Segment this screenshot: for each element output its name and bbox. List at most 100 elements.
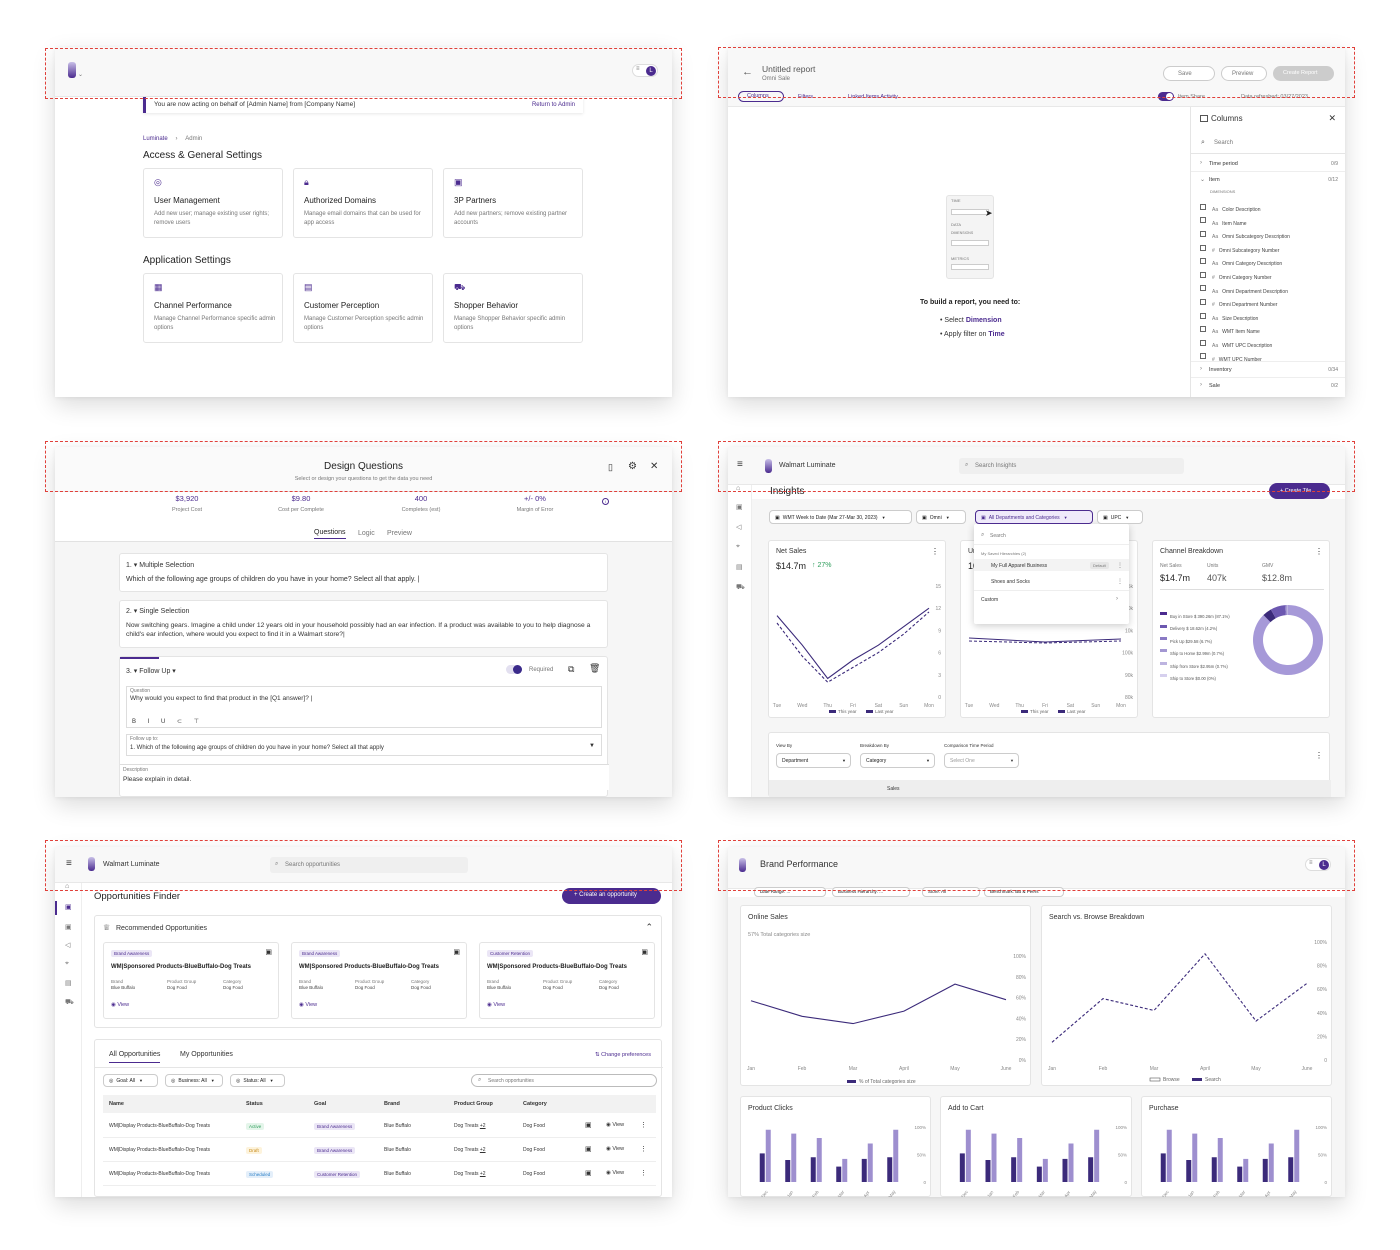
more-count-link[interactable]: +2 — [479, 1123, 486, 1129]
settings-tile[interactable]: ◎ User Management Add new user; manage exi… — [143, 168, 283, 238]
filter-select[interactable]: Business Hierarchy: ... — [832, 887, 910, 897]
column-item[interactable]: Aa WMT UPC Description — [1200, 334, 1340, 349]
breakdown-by-select[interactable]: Category ▼ — [860, 753, 935, 768]
dimension-link[interactable]: Dimension — [965, 317, 1002, 324]
walmart-logo-icon[interactable] — [68, 62, 76, 78]
tab-columns[interactable]: Columns — [738, 91, 784, 102]
more-icon[interactable]: ⋮ — [1117, 579, 1123, 585]
table-row[interactable]: WM|Display Products-BlueBuffalo-Dog Trea… — [103, 1115, 656, 1138]
view-button[interactable]: ◉ View — [606, 1122, 625, 1128]
store-icon[interactable]: ▤ — [736, 564, 743, 571]
gear-icon[interactable]: ⚙ — [628, 461, 637, 472]
hamburger-icon[interactable]: ≡ — [737, 459, 743, 470]
back-arrow-icon[interactable]: ← — [742, 66, 753, 78]
filter-date-select[interactable]: ▣ WMT Week to Date (Mar 27-Mar 30, 2023) ▼ — [769, 510, 912, 524]
checkbox[interactable] — [1200, 203, 1206, 210]
column-item[interactable]: # Omni Category Number — [1200, 266, 1340, 281]
bag-icon[interactable]: ▣ — [736, 504, 743, 511]
tab-all-opportunities[interactable]: All Opportunities — [109, 1051, 161, 1063]
change-preferences-link[interactable]: ⇅ Change preferences — [595, 1052, 651, 1058]
settings-tile[interactable]: ▣ 3P Partners Add new partners; remove exi… — [443, 168, 583, 238]
pin-icon[interactable]: ⌖ — [736, 543, 740, 550]
column-group[interactable]: ⌄ Item 0/12 — [1191, 175, 1345, 187]
opportunity-card[interactable]: Customer Retention ▣ WM|Sponsored Products… — [479, 942, 655, 1019]
question-editor[interactable]: Question Why would you expect to find th… — [126, 686, 602, 728]
table-row[interactable]: WM|Display Products-BlueBuffalo-Dog Trea… — [103, 1139, 656, 1162]
column-item[interactable]: Aa Item Name — [1200, 212, 1340, 227]
breadcrumb-luminate[interactable]: Luminate — [143, 136, 168, 142]
filter-upc-select[interactable]: ▣ UPC ▼ — [1097, 510, 1143, 524]
settings-tile[interactable]: 🔒︎ Authorized Domains Manage email domains… — [293, 168, 433, 238]
view-link[interactable]: ◉ View — [487, 1002, 506, 1008]
follow-up-select[interactable]: Follow up to: 1. Which of the following … — [126, 734, 602, 756]
chevron-up-icon[interactable]: ⌃ — [645, 922, 653, 932]
megaphone-icon[interactable]: ◁ — [65, 942, 71, 949]
view-by-select[interactable]: Department ▼ — [776, 753, 851, 768]
bookmark-icon[interactable]: ▣ — [585, 1170, 592, 1177]
column-item[interactable]: Aa WMT Item Name — [1200, 320, 1340, 335]
tab-preview[interactable]: Preview — [387, 530, 412, 537]
view-link[interactable]: ◉ View — [111, 1002, 130, 1008]
tab-questions[interactable]: Questions — [314, 529, 346, 539]
time-link[interactable]: Time — [988, 331, 1005, 338]
column-group[interactable]: › Sale 0/2 — [1191, 381, 1345, 393]
bag-icon[interactable]: ▣ — [65, 924, 72, 931]
dropdown-item-custom[interactable]: Custom › — [974, 594, 1129, 606]
create-opportunity-button[interactable]: + Create an opportunity — [562, 888, 661, 904]
tab-logic[interactable]: Logic — [358, 530, 375, 537]
bookmark-icon[interactable]: ▣ — [585, 1122, 592, 1129]
required-toggle[interactable] — [506, 665, 522, 674]
home-icon[interactable]: ⌂ — [65, 883, 70, 890]
more-icon[interactable]: ⋮ — [640, 1122, 647, 1129]
notes-icon[interactable]: ▯ — [608, 462, 613, 472]
item-share-toggle[interactable] — [1158, 92, 1174, 101]
bookmark-icon[interactable]: ▣ — [641, 949, 648, 956]
pin-icon[interactable]: ⌖ — [65, 960, 69, 967]
column-item[interactable]: Aa Omni Department Description — [1200, 280, 1340, 295]
hamburger-icon[interactable]: ≡ — [66, 858, 72, 869]
question-card-1[interactable]: 1. ▾ Multiple Selection Which of the fol… — [119, 553, 608, 592]
dropdown-item[interactable]: Shoes and Socks ⋮ — [974, 575, 1129, 587]
dropdown-search[interactable]: Search — [990, 533, 1006, 539]
format-toolbar[interactable]: B I U ⊂ ⊤ — [132, 719, 204, 725]
question-type-select[interactable]: 3. ▾ Follow Up ▾ — [126, 668, 176, 675]
question-type-select[interactable]: 1. ▾ Multiple Selection — [126, 562, 195, 569]
settings-tile[interactable]: ▤ Customer Perception Manage Customer Perc… — [293, 273, 433, 343]
view-button[interactable]: ◉ View — [606, 1146, 625, 1152]
tab-filters[interactable]: Filters — [798, 94, 813, 100]
checkbox[interactable] — [1200, 217, 1206, 224]
trash-icon[interactable]: 🗑 — [589, 663, 601, 673]
more-count-link[interactable]: +2 — [479, 1171, 486, 1177]
opportunity-card[interactable]: Brand Awareness ▣ WM|Sponsored Products-Bl… — [291, 942, 467, 1019]
description-field[interactable]: Description Please explain in detail. — [120, 764, 609, 790]
global-search[interactable]: ⌕ Search opportunities — [270, 857, 468, 873]
column-item[interactable]: # Omni Subcategory Number — [1200, 239, 1340, 254]
more-count-link[interactable]: +2 — [479, 1147, 486, 1153]
preview-button[interactable]: Preview — [1221, 66, 1267, 81]
more-icon[interactable]: ⋮ — [640, 1146, 647, 1153]
cart-icon[interactable]: ⛟ — [65, 999, 74, 1006]
bookmark-icon[interactable]: ▣ — [585, 1146, 592, 1153]
close-icon[interactable]: ✕ — [1328, 113, 1336, 123]
megaphone-icon[interactable]: ◁ — [736, 524, 742, 531]
checkbox[interactable] — [1200, 298, 1206, 305]
settings-tile[interactable]: ▦ Channel Performance Manage Channel Perfo… — [143, 273, 283, 343]
filter-select[interactable]: Store: All — [922, 887, 980, 897]
opportunity-card[interactable]: Brand Awareness ▣ WM|Sponsored Products-Bl… — [103, 942, 279, 1019]
question-text[interactable]: Which of the following age groups of chi… — [126, 576, 420, 583]
column-item[interactable]: Aa Omni Subcategory Description — [1200, 225, 1340, 240]
report-title[interactable]: Untitled report — [762, 64, 816, 74]
question-type-select[interactable]: 2. ▾ Single Selection — [126, 608, 190, 615]
filter-hierarchy-select[interactable]: ▣ All Departments and Categories ▼ — [975, 510, 1093, 524]
chevron-down-icon[interactable]: ⌄ — [78, 72, 84, 78]
checkbox[interactable] — [1200, 326, 1206, 333]
store-icon[interactable]: ▤ — [65, 980, 72, 987]
checkbox[interactable] — [1200, 312, 1206, 319]
filter-status-select[interactable]: ◎ Status: All ▼ — [230, 1074, 285, 1087]
opportunity-search[interactable]: ⌕ Search opportunities — [471, 1074, 657, 1087]
comparison-select[interactable]: Select One ▼ — [944, 753, 1019, 768]
cart-icon[interactable]: ⛟ — [736, 584, 745, 591]
question-field-value[interactable]: Why would you expect to find that produc… — [130, 695, 313, 702]
column-item[interactable]: # WMT UPC Number — [1200, 348, 1340, 363]
table-row[interactable]: WM|Display Products-BlueBuffalo-Dog Trea… — [103, 1163, 656, 1186]
